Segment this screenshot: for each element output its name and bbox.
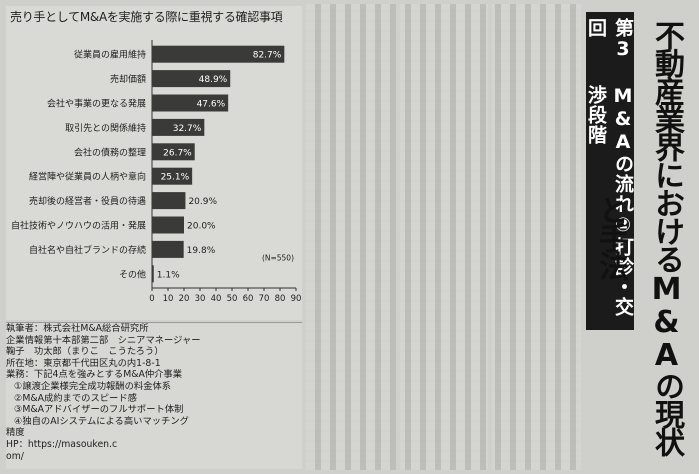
strength-4-cont: 精度	[6, 427, 25, 439]
data-label: 20.9%	[188, 197, 217, 207]
category-label: 自社名や自社ブランドの存続	[29, 244, 146, 256]
category-label: 売却後の経営者・役員の待遇	[29, 195, 146, 207]
strength-3: ③M&Aアドバイザーのフルサポート体制	[14, 404, 184, 416]
category-label: 会社の債務の整理	[74, 146, 146, 158]
author-info-box: 執筆者：株式会社M&A総合研究所 企業情報第十本部第二部 シニアマネージャー 鞠…	[6, 322, 302, 469]
strength-4: ④独自のAIシステムによる高いマッチング	[14, 415, 189, 427]
category-label: 会社や事業の更なる発展	[47, 98, 146, 110]
x-tick-label: 50	[227, 294, 238, 304]
bar	[152, 94, 229, 112]
strength-2: ②M&A成約までのスピード感	[14, 392, 137, 404]
bar	[152, 265, 154, 283]
data-label: 25.1%	[161, 173, 190, 183]
series-part: 第3回	[585, 18, 634, 61]
bar	[152, 216, 184, 234]
bar	[152, 240, 184, 258]
chart-title: 売り手としてM&Aを実施する際に重視する確認事項	[10, 10, 283, 24]
bar	[152, 192, 186, 210]
x-tick-label: 40	[211, 294, 222, 304]
x-tick-label: 90	[291, 294, 302, 304]
x-tick-label: 80	[275, 294, 286, 304]
data-label: 32.7%	[173, 124, 202, 134]
category-label: 従業員の雇用維持	[74, 49, 146, 61]
series-label: 第3回 M&Aの流れ②打診・交渉段階	[585, 12, 634, 330]
homepage-url: HP：https://masouken.c	[6, 438, 118, 450]
bar	[152, 143, 195, 161]
data-label: 1.1%	[157, 270, 180, 280]
bar	[152, 167, 193, 185]
category-label: その他	[119, 268, 146, 280]
homepage-url-cont: om/	[6, 450, 24, 462]
author-line: 執筆者：株式会社M&A総合研究所	[6, 323, 149, 334]
data-label: 47.6%	[197, 100, 226, 110]
sample-size-note: (N=550)	[262, 253, 294, 262]
data-label: 48.9%	[199, 75, 228, 85]
x-tick-label: 20	[179, 294, 190, 304]
x-tick-label: 30	[195, 294, 206, 304]
bar	[152, 45, 285, 63]
person-name: 鞠子 功太郎（まりこ こうたろう）	[6, 346, 164, 358]
bar	[152, 118, 205, 136]
x-tick-label: 70	[259, 294, 270, 304]
business-line: 業務：下記4点を強みとするM&A仲介事業	[6, 369, 183, 381]
article-headline: 不動産業界におけるM&Aの現状と手法	[593, 19, 684, 455]
data-label: 26.7%	[163, 148, 192, 158]
bar	[152, 70, 231, 88]
strength-1: ①譲渡企業様完全成功報酬の料金体系	[14, 380, 172, 392]
data-label: 19.8%	[187, 246, 216, 256]
series-topic: M&Aの流れ②打診・交渉段階	[585, 84, 634, 317]
category-label: 売却価額	[110, 73, 146, 85]
bar-chart: 従業員の雇用維持 82.7% 売却価額 48.9% 会社や事業の更なる発展 47.6% 取引…	[11, 40, 302, 304]
address-line: 所在地：東京都千代田区丸の内1-8-1	[6, 357, 161, 369]
x-tick-label: 10	[163, 294, 174, 304]
x-tick-label: 60	[243, 294, 254, 304]
article-body-text	[306, 4, 581, 470]
x-tick-label: 0	[149, 294, 154, 304]
data-label: 20.0%	[187, 222, 216, 232]
data-label: 82.7%	[253, 51, 282, 61]
department-line: 企業情報第十本部第二部 シニアマネージャー	[6, 334, 201, 346]
chart-panel: 売り手としてM&Aを実施する際に重視する確認事項 従業員の雇用維持 82.7% 売却…	[6, 6, 302, 320]
category-label: 取引先との関係維持	[65, 122, 146, 134]
category-label: 経営陣や従業員の人柄や意向	[29, 171, 146, 183]
category-label: 自社技術やノウハウの活用・発展	[11, 220, 146, 232]
